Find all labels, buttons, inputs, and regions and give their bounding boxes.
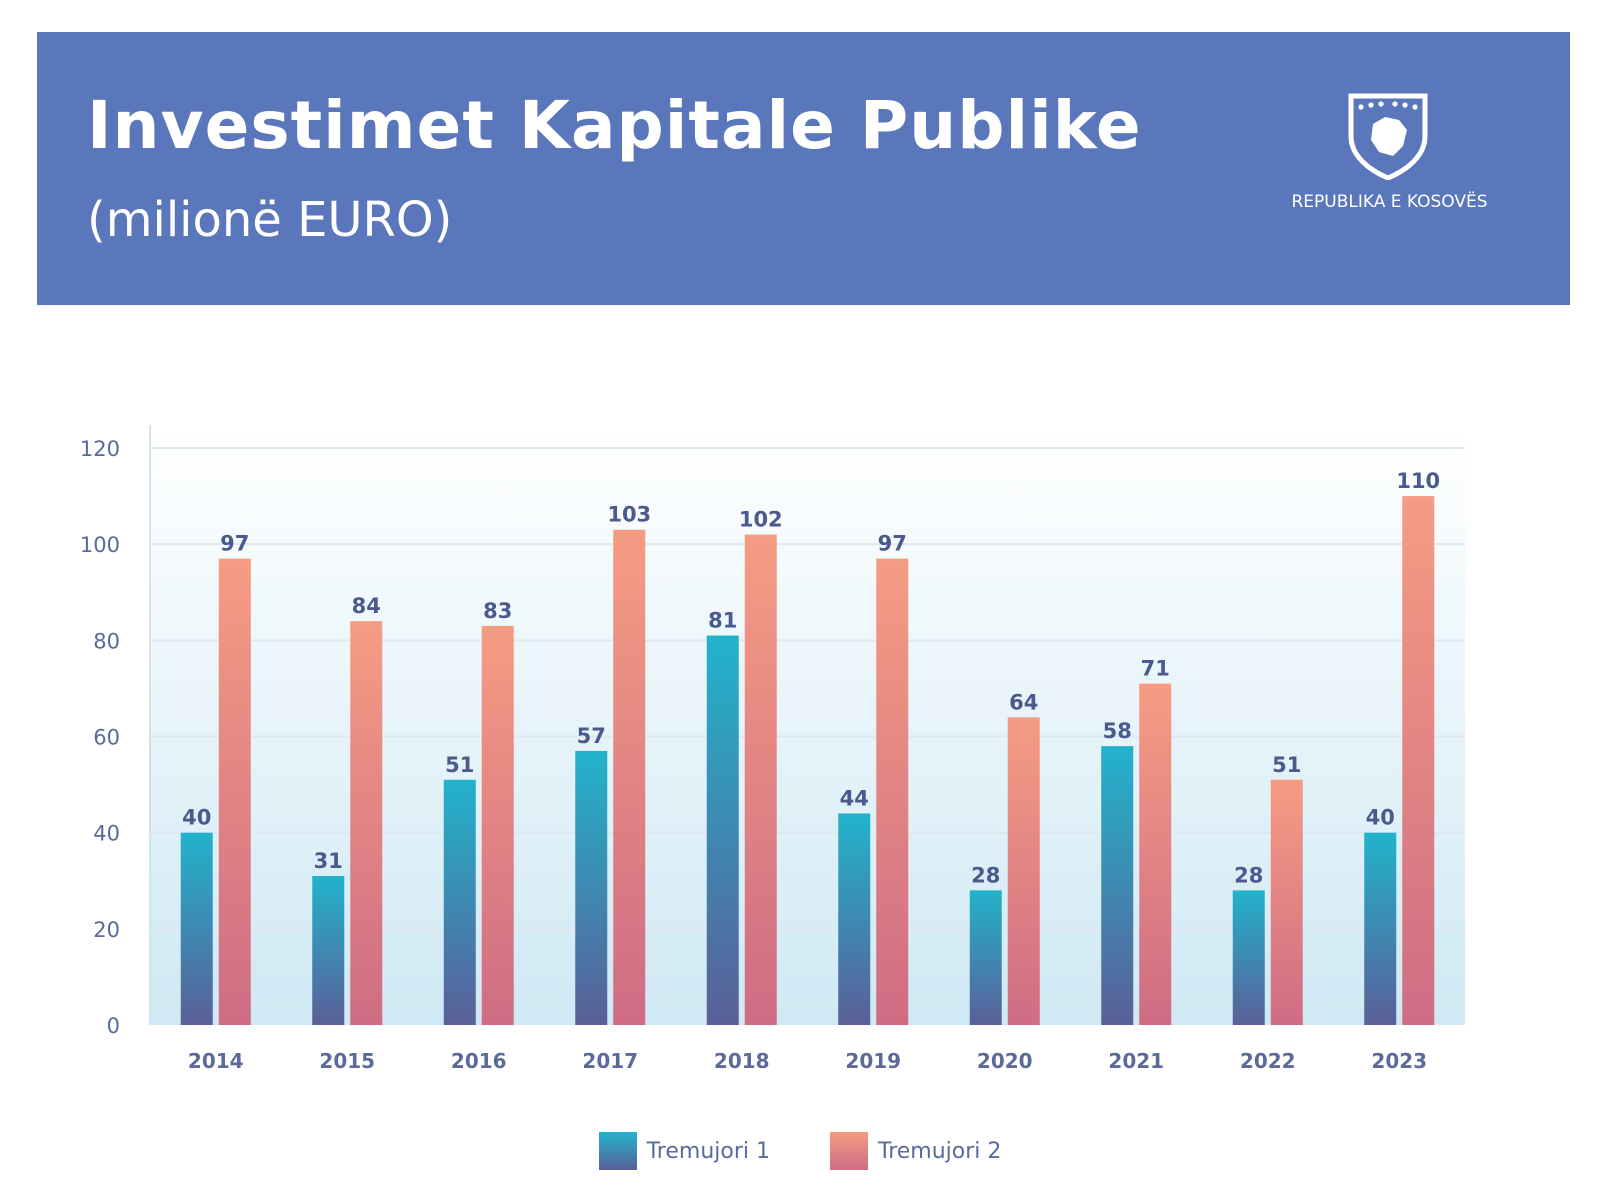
data-label-series-1: 58 xyxy=(1103,719,1132,743)
x-tick-label: 2022 xyxy=(1240,1049,1296,1073)
x-tick-label: 2014 xyxy=(188,1049,244,1073)
bar-series-2 xyxy=(1270,779,1303,1025)
x-tick-label: 2018 xyxy=(714,1049,770,1073)
legend-label-series-2: Tremujori 2 xyxy=(878,1138,1002,1164)
bar-series-2 xyxy=(481,625,514,1025)
data-label-series-1: 28 xyxy=(971,863,1000,887)
bar-series-1 xyxy=(1232,890,1265,1025)
data-label-series-1: 51 xyxy=(445,753,474,777)
x-tick-label: 2019 xyxy=(845,1049,901,1073)
x-tick-label: 2017 xyxy=(582,1049,638,1073)
bar-series-1 xyxy=(443,779,476,1025)
bar-series-2 xyxy=(613,529,646,1025)
data-label-series-2: 71 xyxy=(1141,657,1170,681)
data-label-series-1: 81 xyxy=(708,609,737,633)
legend-item-series-1: Tremujori 1 xyxy=(598,1132,770,1170)
page-subtitle: (milionë EURO) xyxy=(87,192,453,248)
bar-series-2 xyxy=(1007,717,1040,1025)
y-tick-label: 60 xyxy=(93,726,120,750)
legend-swatch-series-2 xyxy=(830,1132,868,1170)
page-title: Investimet Kapitale Publike xyxy=(87,87,1142,164)
bar-series-1 xyxy=(180,832,213,1025)
bar-series-1 xyxy=(575,750,608,1025)
legend-label-series-1: Tremujori 1 xyxy=(646,1138,770,1164)
x-tick-label: 2016 xyxy=(451,1049,507,1073)
bar-series-1 xyxy=(1364,832,1397,1025)
data-label-series-2: 64 xyxy=(1009,690,1038,714)
header-banner: Investimet Kapitale Publike (milionë EUR… xyxy=(37,32,1570,305)
chart-legend: Tremujori 1 Tremujori 2 xyxy=(0,1132,1600,1170)
x-tick-label: 2021 xyxy=(1108,1049,1164,1073)
x-tick-label: 2020 xyxy=(977,1049,1033,1073)
bar-series-1 xyxy=(838,813,871,1025)
data-label-series-1: 44 xyxy=(840,786,869,810)
x-tick-label: 2015 xyxy=(319,1049,375,1073)
y-tick-label: 0 xyxy=(107,1014,120,1038)
kosovo-emblem-icon xyxy=(1348,93,1428,180)
data-label-series-2: 83 xyxy=(483,599,512,623)
data-label-series-2: 97 xyxy=(220,532,249,556)
data-label-series-2: 102 xyxy=(739,508,783,532)
bar-series-2 xyxy=(744,534,777,1025)
bar-series-2 xyxy=(350,621,383,1025)
plot-area xyxy=(150,425,1465,1025)
data-label-series-1: 28 xyxy=(1234,863,1263,887)
bar-series-1 xyxy=(312,875,345,1025)
data-label-series-2: 51 xyxy=(1272,753,1301,777)
y-tick-label: 80 xyxy=(93,629,120,653)
bar-series-1 xyxy=(706,635,739,1025)
bar-series-2 xyxy=(1139,683,1172,1025)
data-label-series-2: 103 xyxy=(607,503,651,527)
bar-series-1 xyxy=(1101,746,1134,1025)
data-label-series-1: 40 xyxy=(182,806,211,830)
bar-series-2 xyxy=(218,558,251,1025)
y-tick-label: 120 xyxy=(80,437,120,461)
data-label-series-2: 97 xyxy=(878,532,907,556)
x-tick-label: 2023 xyxy=(1371,1049,1427,1073)
data-label-series-1: 57 xyxy=(577,724,606,748)
legend-item-series-2: Tremujori 2 xyxy=(830,1132,1001,1170)
data-label-series-2: 84 xyxy=(352,594,381,618)
y-tick-label: 40 xyxy=(93,822,120,846)
legend-swatch-series-1 xyxy=(598,1132,637,1170)
y-tick-label: 100 xyxy=(80,533,120,557)
data-label-series-2: 110 xyxy=(1396,469,1440,493)
bar-series-2 xyxy=(1402,496,1435,1025)
bar-series-2 xyxy=(876,558,909,1025)
bar-series-1 xyxy=(969,890,1002,1025)
logo-text: REPUBLIKA E KOSOVËS xyxy=(1291,192,1488,212)
data-label-series-1: 40 xyxy=(1366,806,1395,830)
data-label-series-1: 31 xyxy=(314,849,343,873)
y-tick-label: 20 xyxy=(93,918,120,942)
